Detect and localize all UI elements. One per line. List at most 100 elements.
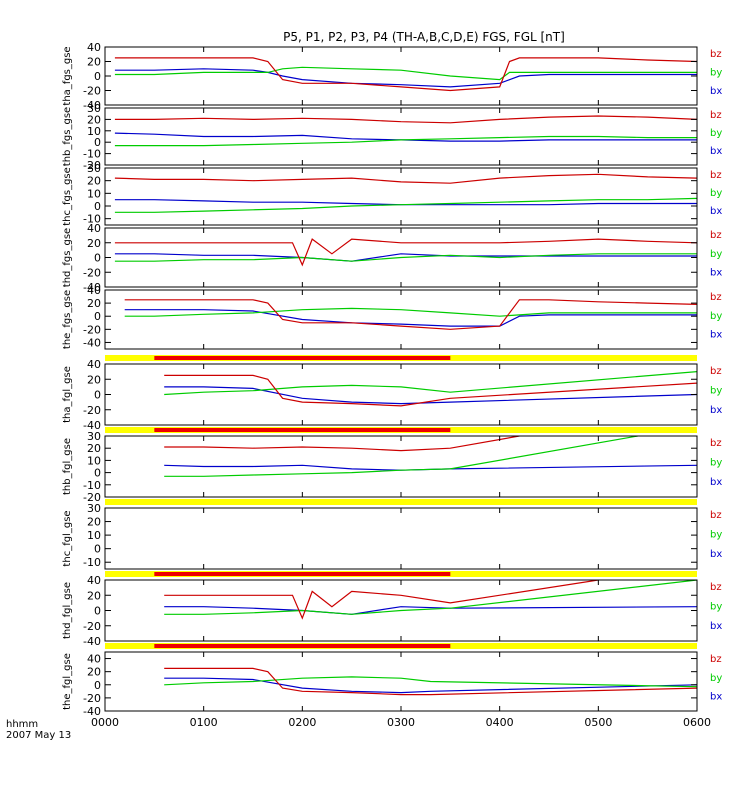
y-tick-label: 20 <box>87 666 101 679</box>
mode-bar-red <box>154 428 451 432</box>
legend-by: by <box>710 602 722 613</box>
panel-frame <box>104 46 698 106</box>
y-tick-label: 30 <box>87 430 101 443</box>
date-label: 2007 May 13 <box>6 730 71 741</box>
legend-bz: bz <box>710 292 722 303</box>
legend-bz: bz <box>710 654 722 665</box>
panel-thd_fgl_gse: -40 -20 0 20 40 thd_fgl_gse bz by bx <box>62 571 722 648</box>
y-tick-label: 0 <box>94 605 101 618</box>
x-tick-label: 0200 <box>288 716 316 729</box>
y-axis-label: thb_fgs_gse <box>62 107 73 166</box>
series-by-line <box>114 253 697 262</box>
series-bx-line <box>124 309 697 327</box>
series-bx-line <box>164 386 697 405</box>
legend-bx: bx <box>710 621 722 632</box>
y-tick-label: 20 <box>87 56 101 69</box>
legend-by: by <box>710 530 722 541</box>
y-tick-label: -10 <box>83 556 101 569</box>
y-tick-label: -40 <box>83 635 101 648</box>
y-tick-label: 40 <box>87 222 101 235</box>
legend-bx: bx <box>710 86 722 97</box>
y-axis-label: the_fgl_gse <box>62 653 73 710</box>
series-bz-line <box>114 57 697 92</box>
legend-bz: bz <box>710 230 722 241</box>
legend-bx: bx <box>710 692 722 703</box>
y-tick-label: 20 <box>87 373 101 386</box>
series-bx-line <box>114 68 697 88</box>
time-axis: 0000 0100 0200 0300 0400 0500 0600 <box>91 716 711 729</box>
y-tick-label: 20 <box>87 113 101 126</box>
y-tick-label: 0 <box>94 70 101 83</box>
y-axis-label: thb_fgl_gse <box>62 438 73 495</box>
y-tick-label: 0 <box>94 543 101 556</box>
legend-by: by <box>710 386 722 397</box>
y-tick-label: 40 <box>87 284 101 297</box>
legend-bz: bz <box>710 110 722 121</box>
series-by-line <box>164 436 638 477</box>
y-tick-label: -20 <box>83 85 101 98</box>
y-tick-label: 20 <box>87 237 101 250</box>
y-tick-label: 10 <box>87 529 101 542</box>
y-tick-label: -20 <box>83 692 101 705</box>
legend-bz: bz <box>710 49 722 60</box>
mode-bar-red <box>154 644 451 648</box>
legend-by: by <box>710 458 722 469</box>
series-bz-line <box>164 436 520 452</box>
series-bx-line <box>114 253 697 262</box>
y-tick-label: 10 <box>87 187 101 200</box>
y-tick-label: 20 <box>87 442 101 455</box>
y-tick-label: -20 <box>83 491 101 504</box>
y-axis-label: thc_fgs_gse <box>62 167 73 226</box>
legend-bx: bx <box>710 405 722 416</box>
x-tick-label: 0300 <box>387 716 415 729</box>
series-bx-line <box>164 677 697 694</box>
legend-by: by <box>710 67 722 78</box>
legend-bx: bx <box>710 330 722 341</box>
panel-frame <box>104 167 698 226</box>
series-bz-line <box>114 115 697 124</box>
y-axis-label: the_fgs_gse <box>62 290 73 349</box>
y-tick-label: 40 <box>87 41 101 54</box>
y-axis-label: thd_fgl_gse <box>62 582 73 639</box>
mode-bar-red <box>154 572 451 576</box>
series-by-line <box>164 676 697 688</box>
legend-by: by <box>710 673 722 684</box>
y-tick-label: -20 <box>83 404 101 417</box>
legend-by: by <box>710 188 722 199</box>
panel-thd_fgs_gse: -40 -200 20 40 thd_fgs_gse bz by bx <box>62 222 722 294</box>
panel-frame <box>104 289 698 350</box>
y-tick-label: 40 <box>87 358 101 371</box>
y-tick-label: 0 <box>94 252 101 265</box>
mode-bar-yellow <box>105 499 697 505</box>
series-by-line <box>164 371 697 396</box>
legend-bx: bx <box>710 268 722 279</box>
y-axis-label: tha_fgs_gse <box>62 46 73 105</box>
y-tick-label: 0 <box>94 310 101 323</box>
y-tick-label: -40 <box>83 99 101 112</box>
series-bz-line <box>124 299 697 330</box>
y-tick-label: 20 <box>87 516 101 529</box>
panel-frame <box>104 363 698 426</box>
x-tick-label: 0000 <box>91 716 119 729</box>
y-tick-label: 0 <box>94 200 101 213</box>
legend-bx: bx <box>710 146 722 157</box>
series-bz-line <box>114 238 697 267</box>
y-tick-label: 0 <box>94 136 101 149</box>
y-tick-label: -40 <box>83 336 101 349</box>
legend-bz: bz <box>710 366 722 377</box>
series-bz-line <box>164 667 697 696</box>
legend-bx: bx <box>710 477 722 488</box>
legend-by: by <box>710 311 722 322</box>
legend-by: by <box>710 128 722 139</box>
y-axis-label: tha_fgl_gse <box>62 366 73 423</box>
y-tick-label: 20 <box>87 589 101 602</box>
y-axis-label: thd_fgs_gse <box>62 228 73 287</box>
panel-tha_fgl_gse: -40 -20 0 20 40 tha_fgl_gse bz by bx <box>62 355 722 432</box>
legend-bx: bx <box>710 549 722 560</box>
